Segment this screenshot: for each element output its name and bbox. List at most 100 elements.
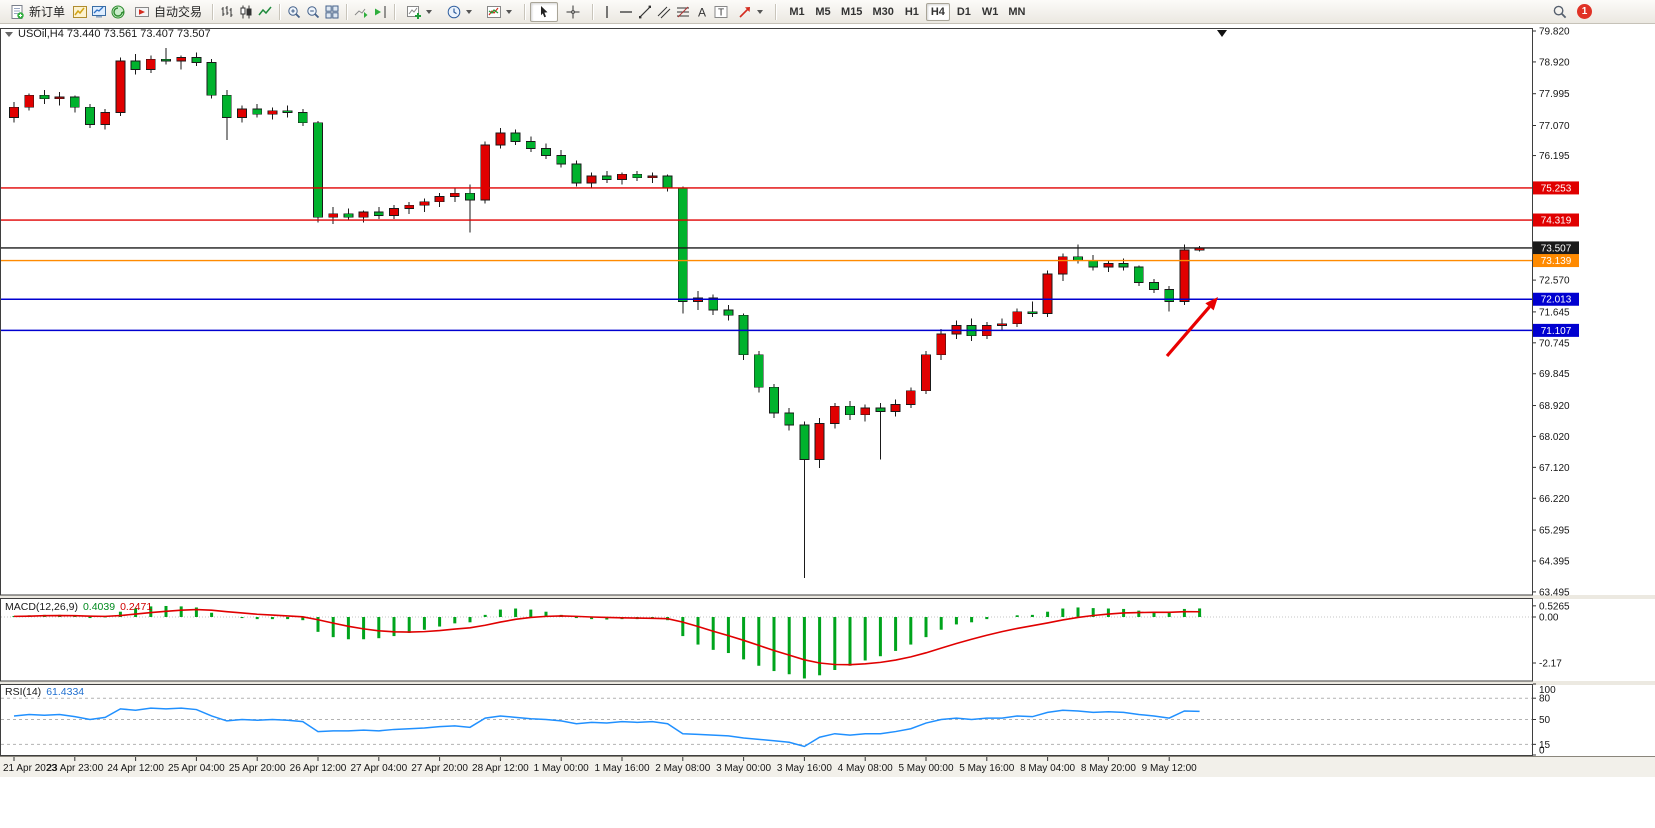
timeframe-mn[interactable]: MN — [1008, 5, 1026, 18]
time-label: 23 Apr 23:00 — [46, 763, 103, 774]
periods-button[interactable] — [440, 2, 479, 22]
price-badge-label: 71.107 — [1541, 326, 1572, 337]
svg-text:T: T — [718, 7, 724, 18]
timeframe-group: M1 M5 M15 M30 H1 H4 D1 W1 MN — [785, 2, 1029, 21]
rsi-axis-label: 15 — [1539, 740, 1551, 751]
macd-signal-line — [13, 608, 1200, 666]
notification-badge[interactable]: 1 — [1577, 4, 1592, 19]
timeframe-m1[interactable]: M1 — [789, 5, 805, 18]
macd-axis-label: 0.00 — [1539, 613, 1559, 624]
time-label: 24 Apr 12:00 — [107, 763, 164, 774]
price-tick-label: 77.070 — [1539, 121, 1570, 132]
price-tick-label: 65.295 — [1539, 526, 1570, 537]
macd-axis-label: 0.5265 — [1539, 601, 1570, 612]
bar-chart-mode-icon[interactable] — [218, 3, 236, 21]
new-order-icon — [8, 3, 26, 21]
market-watch-icon[interactable] — [90, 3, 108, 21]
arrows-tool-button[interactable] — [731, 2, 770, 22]
rsi-axis-label: 80 — [1539, 694, 1551, 705]
time-label: 5 May 00:00 — [898, 763, 953, 774]
chevron-down-icon — [466, 9, 473, 14]
time-label: 27 Apr 04:00 — [350, 763, 407, 774]
time-label: 21 Apr 2023 — [3, 763, 57, 774]
chart-shift-icon[interactable] — [371, 3, 389, 21]
tile-windows-icon[interactable] — [323, 3, 341, 21]
line-chart-mode-icon[interactable] — [256, 3, 274, 21]
price-tick-label: 71.645 — [1539, 307, 1570, 318]
rsi-axis-label: 0 — [1539, 746, 1545, 757]
arrow-tool-icon — [736, 3, 754, 21]
chart-canvas[interactable]: 79.820 78.920 77.995 77.070 76.195 72.570 71.6… — [0, 24, 1655, 828]
autotrading-button[interactable]: 自动交易 — [128, 2, 207, 22]
crosshair-tool-button[interactable] — [559, 2, 587, 22]
separator — [524, 3, 526, 20]
time-label: 26 Apr 12:00 — [290, 763, 347, 774]
fibonacci-tool-icon[interactable] — [674, 3, 692, 21]
price-badge — [1533, 181, 1579, 195]
auto-scroll-icon[interactable] — [352, 3, 370, 21]
horizontal-line-tool-icon[interactable] — [617, 3, 635, 21]
channel-tool-icon[interactable] — [655, 3, 673, 21]
time-label: 8 May 20:00 — [1081, 763, 1136, 774]
chevron-down-icon — [757, 9, 764, 14]
time-label: 3 May 16:00 — [777, 763, 832, 774]
price-badge-label: 73.507 — [1541, 243, 1572, 254]
separator — [212, 3, 214, 20]
price-tick-label: 67.120 — [1539, 463, 1570, 474]
time-label: 27 Apr 20:00 — [411, 763, 468, 774]
zoom-out-icon[interactable] — [304, 3, 322, 21]
price-axis[interactable]: 79.820 78.920 77.995 77.070 76.195 72.570 71.6… — [1533, 27, 1579, 599]
text-label-tool-icon[interactable]: T — [712, 3, 730, 21]
cursor-tool-button[interactable] — [530, 1, 559, 22]
clock-icon — [445, 3, 463, 21]
new-chart-icon[interactable] — [71, 3, 89, 21]
price-tick-label: 64.395 — [1539, 557, 1570, 568]
price-badge — [1533, 292, 1579, 306]
price-badge-label: 74.319 — [1541, 216, 1572, 227]
candlestick-mode-icon[interactable] — [237, 3, 255, 21]
add-indicator-icon — [405, 3, 423, 21]
rsi-line — [13, 707, 1200, 748]
timeframe-d1[interactable]: D1 — [956, 5, 971, 18]
price-tick-label: 76.195 — [1539, 151, 1570, 162]
price-badge-label: 72.013 — [1541, 295, 1572, 306]
timeframe-h4[interactable]: H4 — [925, 2, 950, 21]
price-badge — [1533, 323, 1579, 337]
price-tick-label: 70.745 — [1539, 338, 1570, 349]
vertical-line-tool-icon[interactable] — [598, 3, 616, 21]
trendline-tool-icon[interactable] — [636, 3, 654, 21]
time-label: 1 May 16:00 — [594, 763, 649, 774]
price-lines[interactable] — [1, 187, 1532, 332]
indicators-button[interactable] — [400, 2, 439, 22]
price-tick-label: 69.845 — [1539, 369, 1570, 380]
timeframe-m15[interactable]: M15 — [841, 5, 863, 18]
text-tool-icon[interactable]: A — [693, 3, 711, 21]
time-label: 1 May 00:00 — [534, 763, 589, 774]
timeframe-m30[interactable]: M30 — [872, 5, 894, 18]
toolbar-right-group: 1 — [1551, 3, 1652, 21]
top-marker-triangle[interactable] — [1217, 30, 1227, 37]
new-order-button[interactable]: 新订单 — [3, 2, 70, 22]
price-tick-label: 78.920 — [1539, 57, 1570, 68]
navigator-icon[interactable] — [109, 3, 127, 21]
search-icon[interactable] — [1551, 3, 1569, 21]
template-icon — [485, 3, 503, 21]
zoom-in-icon[interactable] — [285, 3, 303, 21]
separator — [775, 3, 777, 20]
price-badge-label: 73.139 — [1541, 256, 1572, 267]
price-tick-label: 68.920 — [1539, 401, 1570, 412]
templates-button[interactable] — [480, 2, 519, 22]
time-label: 25 Apr 04:00 — [168, 763, 225, 774]
timeframe-w1[interactable]: W1 — [981, 5, 999, 18]
timeframe-m5[interactable]: M5 — [815, 5, 831, 18]
candles — [9, 47, 1205, 579]
price-tick-label: 68.020 — [1539, 432, 1570, 443]
rsi-axis-label: 100 — [1539, 685, 1556, 696]
time-label: 2 May 08:00 — [655, 763, 710, 774]
chart-stack: 79.820 78.920 77.995 77.070 76.195 72.570 71.6… — [0, 24, 1655, 828]
price-tick-label: 72.570 — [1539, 276, 1570, 287]
arrow-annotation[interactable] — [1165, 297, 1218, 358]
timeframe-h1[interactable]: H1 — [904, 5, 919, 18]
price-tick-label: 77.995 — [1539, 89, 1570, 100]
